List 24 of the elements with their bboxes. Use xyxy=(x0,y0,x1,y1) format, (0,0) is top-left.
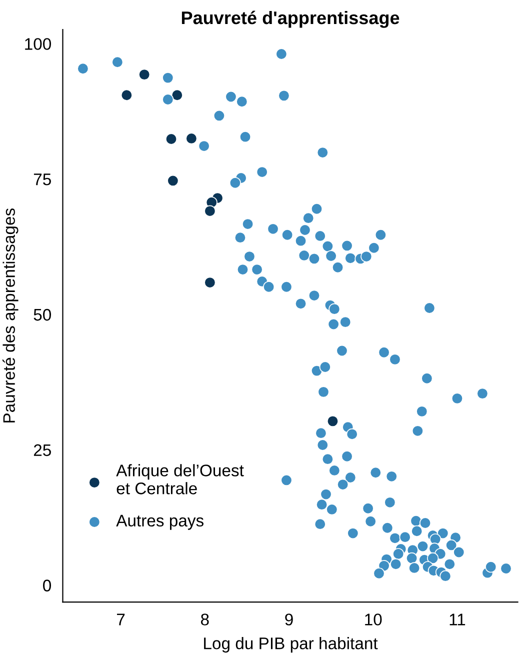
point xyxy=(204,205,216,217)
point xyxy=(204,276,216,288)
legend-label: Afrique del’Ouest et Centrale xyxy=(116,464,244,494)
y-tick-label: 0 xyxy=(43,580,51,592)
x-tick-label: 8 xyxy=(200,614,209,626)
y-tick-label: 25 xyxy=(34,444,51,456)
point xyxy=(165,133,178,145)
point xyxy=(186,132,198,144)
chart-title: Pauvreté d'apprentissage xyxy=(182,10,400,28)
y-axis-title: Pauvreté des apprentissages xyxy=(2,208,18,422)
x-tick-label: 7 xyxy=(117,614,125,626)
x-axis-title: Log du PIB par habitant xyxy=(204,637,378,653)
y-tick-label: 75 xyxy=(34,174,51,186)
point xyxy=(167,174,179,187)
x-tick-label: 11 xyxy=(450,614,466,626)
y-tick-label: 100 xyxy=(25,38,51,50)
legend-label: Autres pays xyxy=(116,514,204,530)
x-tick-label: 9 xyxy=(285,614,293,626)
point xyxy=(326,415,339,427)
x-tick-label: 10 xyxy=(365,614,382,626)
point xyxy=(138,68,150,80)
point xyxy=(120,89,132,101)
point xyxy=(171,89,183,101)
y-tick-label: 50 xyxy=(34,308,51,321)
